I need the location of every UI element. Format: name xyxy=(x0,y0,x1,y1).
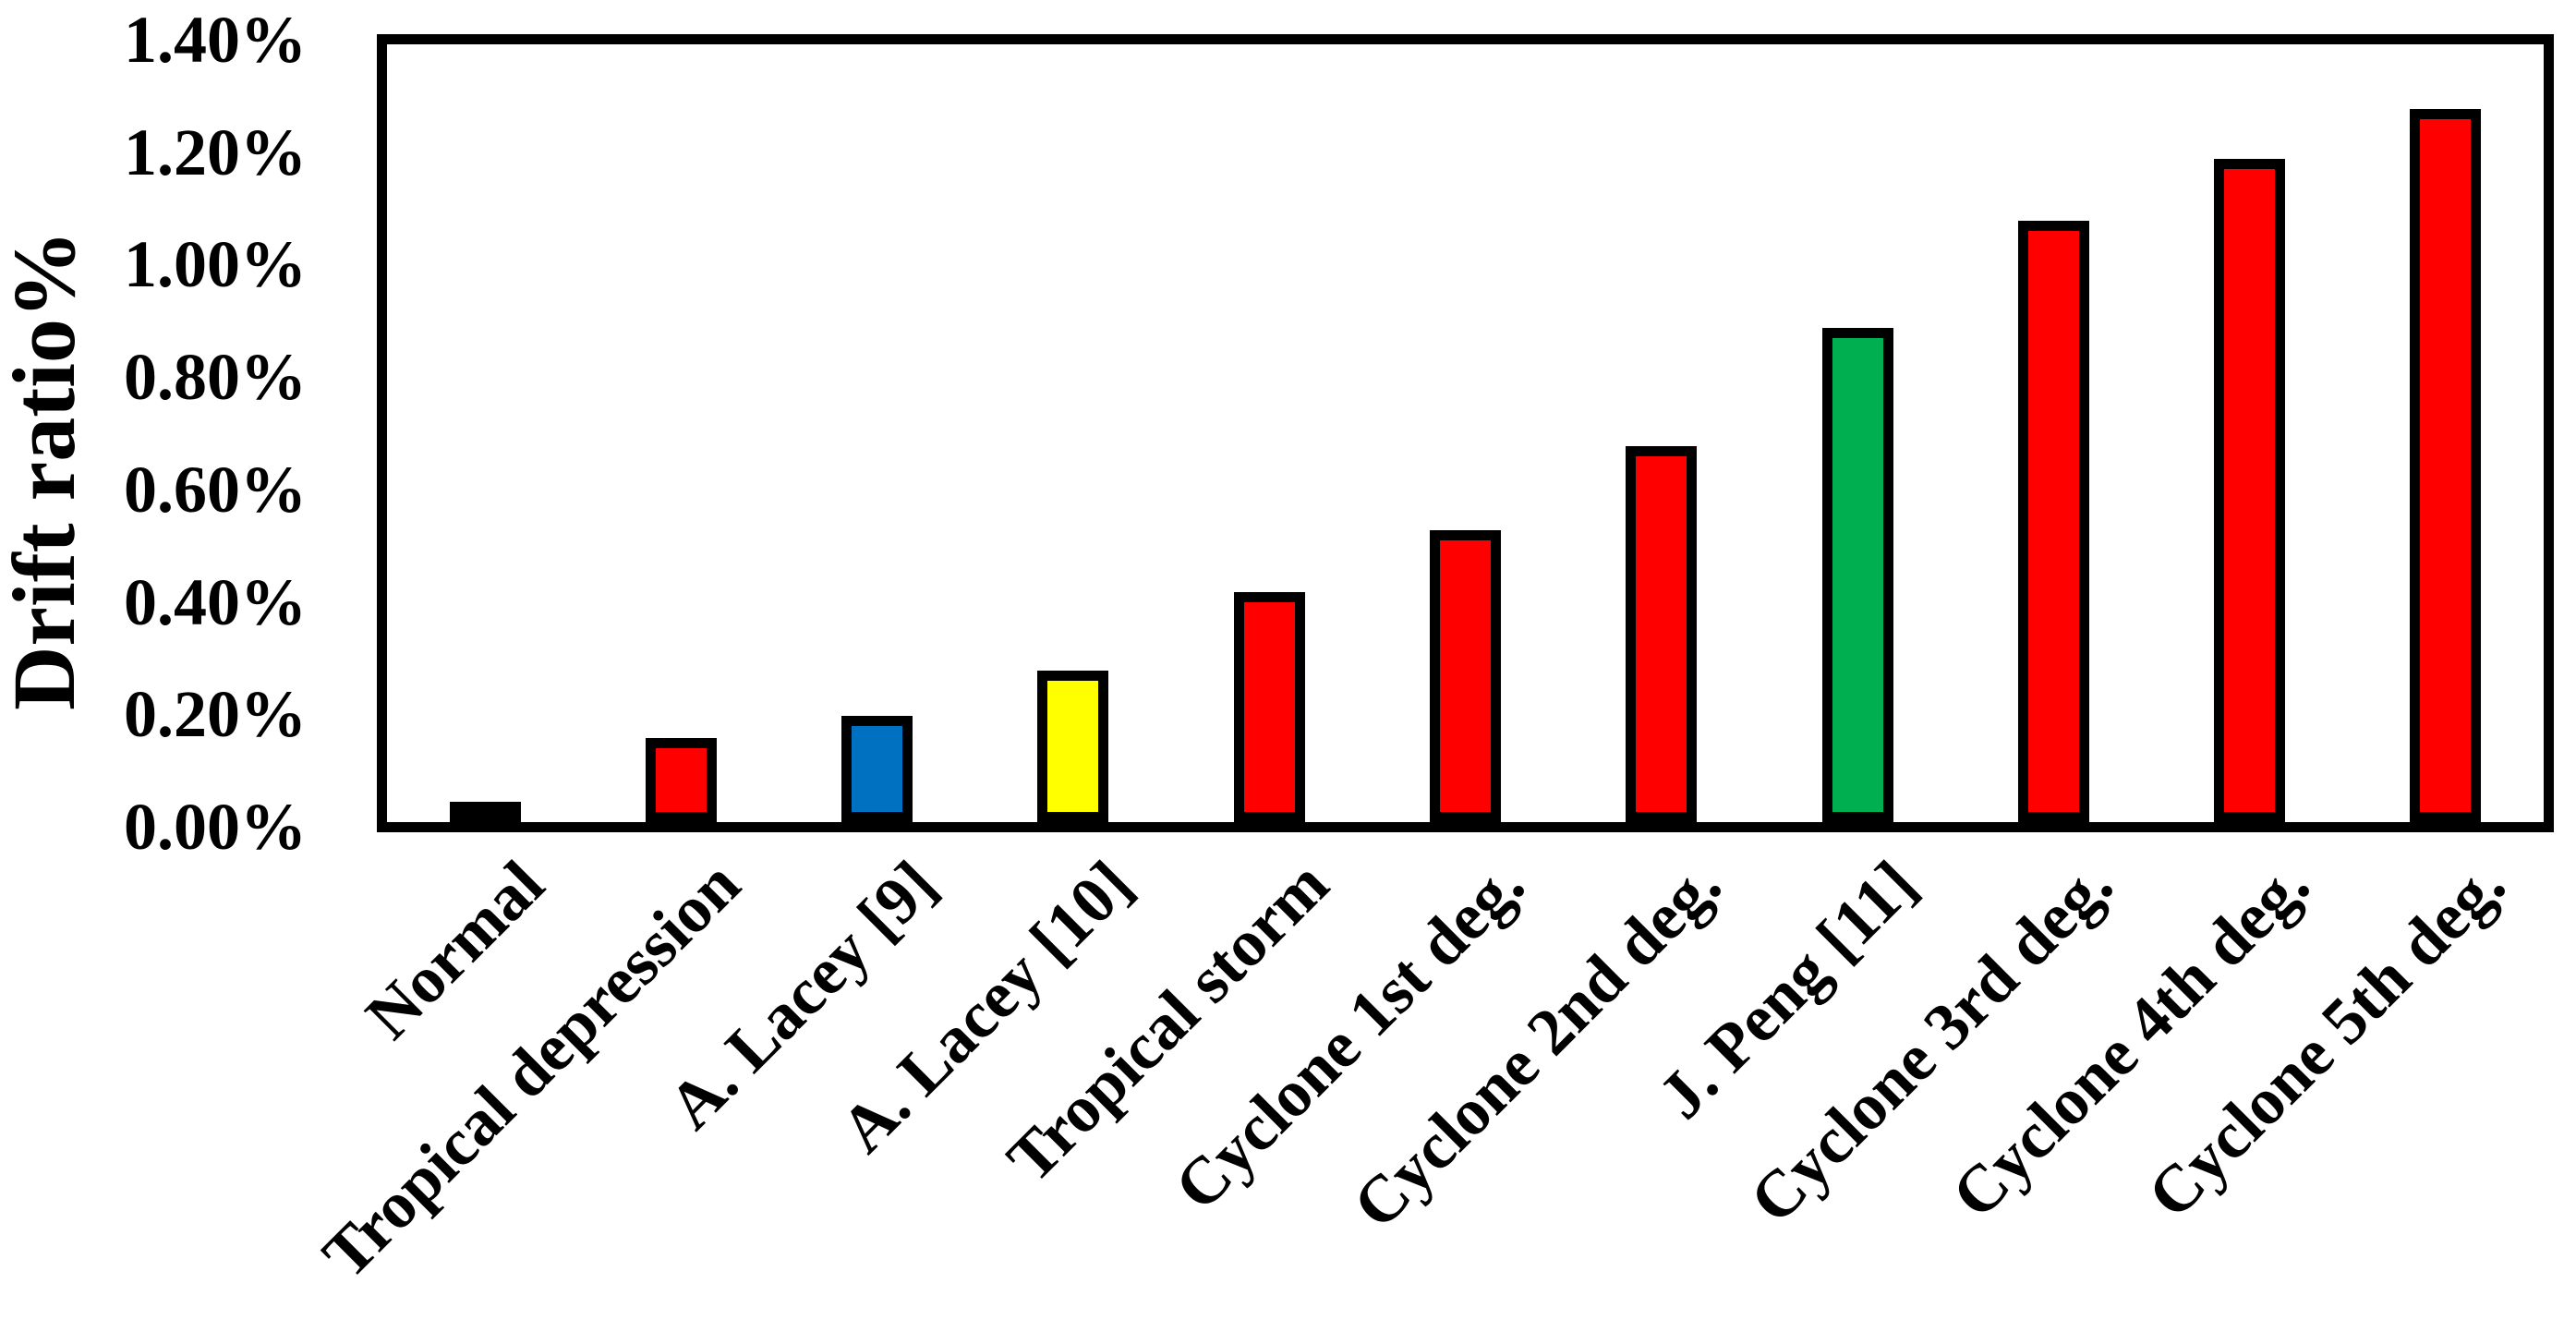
bar-tropical-storm xyxy=(1234,592,1305,822)
bar-tropical-depression xyxy=(646,738,717,822)
y-tick-label: 0.80% xyxy=(124,340,307,414)
x-axis-label: Cyclone 2nd deg. xyxy=(1338,846,1735,1243)
bar-a-lacey-10 xyxy=(1037,671,1108,822)
bar-cyclone-2nd-deg xyxy=(1626,446,1697,822)
bar-cyclone-1st-deg xyxy=(1430,530,1501,822)
y-tick-label: 0.60% xyxy=(124,453,307,527)
y-tick-label: 0.40% xyxy=(124,565,307,639)
y-tick-label: 0.20% xyxy=(124,677,307,751)
y-tick-label: 1.00% xyxy=(124,227,307,301)
plot-area xyxy=(377,34,2554,832)
bar-normal xyxy=(450,802,521,822)
x-axis-label: Cyclone 5th deg. xyxy=(2133,846,2520,1232)
y-tick-label: 1.20% xyxy=(124,115,307,189)
bar-cyclone-4th-deg xyxy=(2214,159,2285,822)
bar-j-peng-11 xyxy=(1822,328,1893,822)
bar-cyclone-5th-deg xyxy=(2410,109,2481,822)
x-axis-label: Cyclone 4th deg. xyxy=(1937,846,2324,1232)
y-tick-label: 1.40% xyxy=(124,3,307,77)
x-axis-label: Cyclone 3rd deg. xyxy=(1735,846,2127,1238)
bar-cyclone-3rd-deg xyxy=(2018,221,2089,822)
x-axis-label: Cyclone 1st deg. xyxy=(1160,846,1539,1225)
y-tick-label: 0.00% xyxy=(124,790,307,864)
bar-a-lacey-9 xyxy=(841,716,913,822)
